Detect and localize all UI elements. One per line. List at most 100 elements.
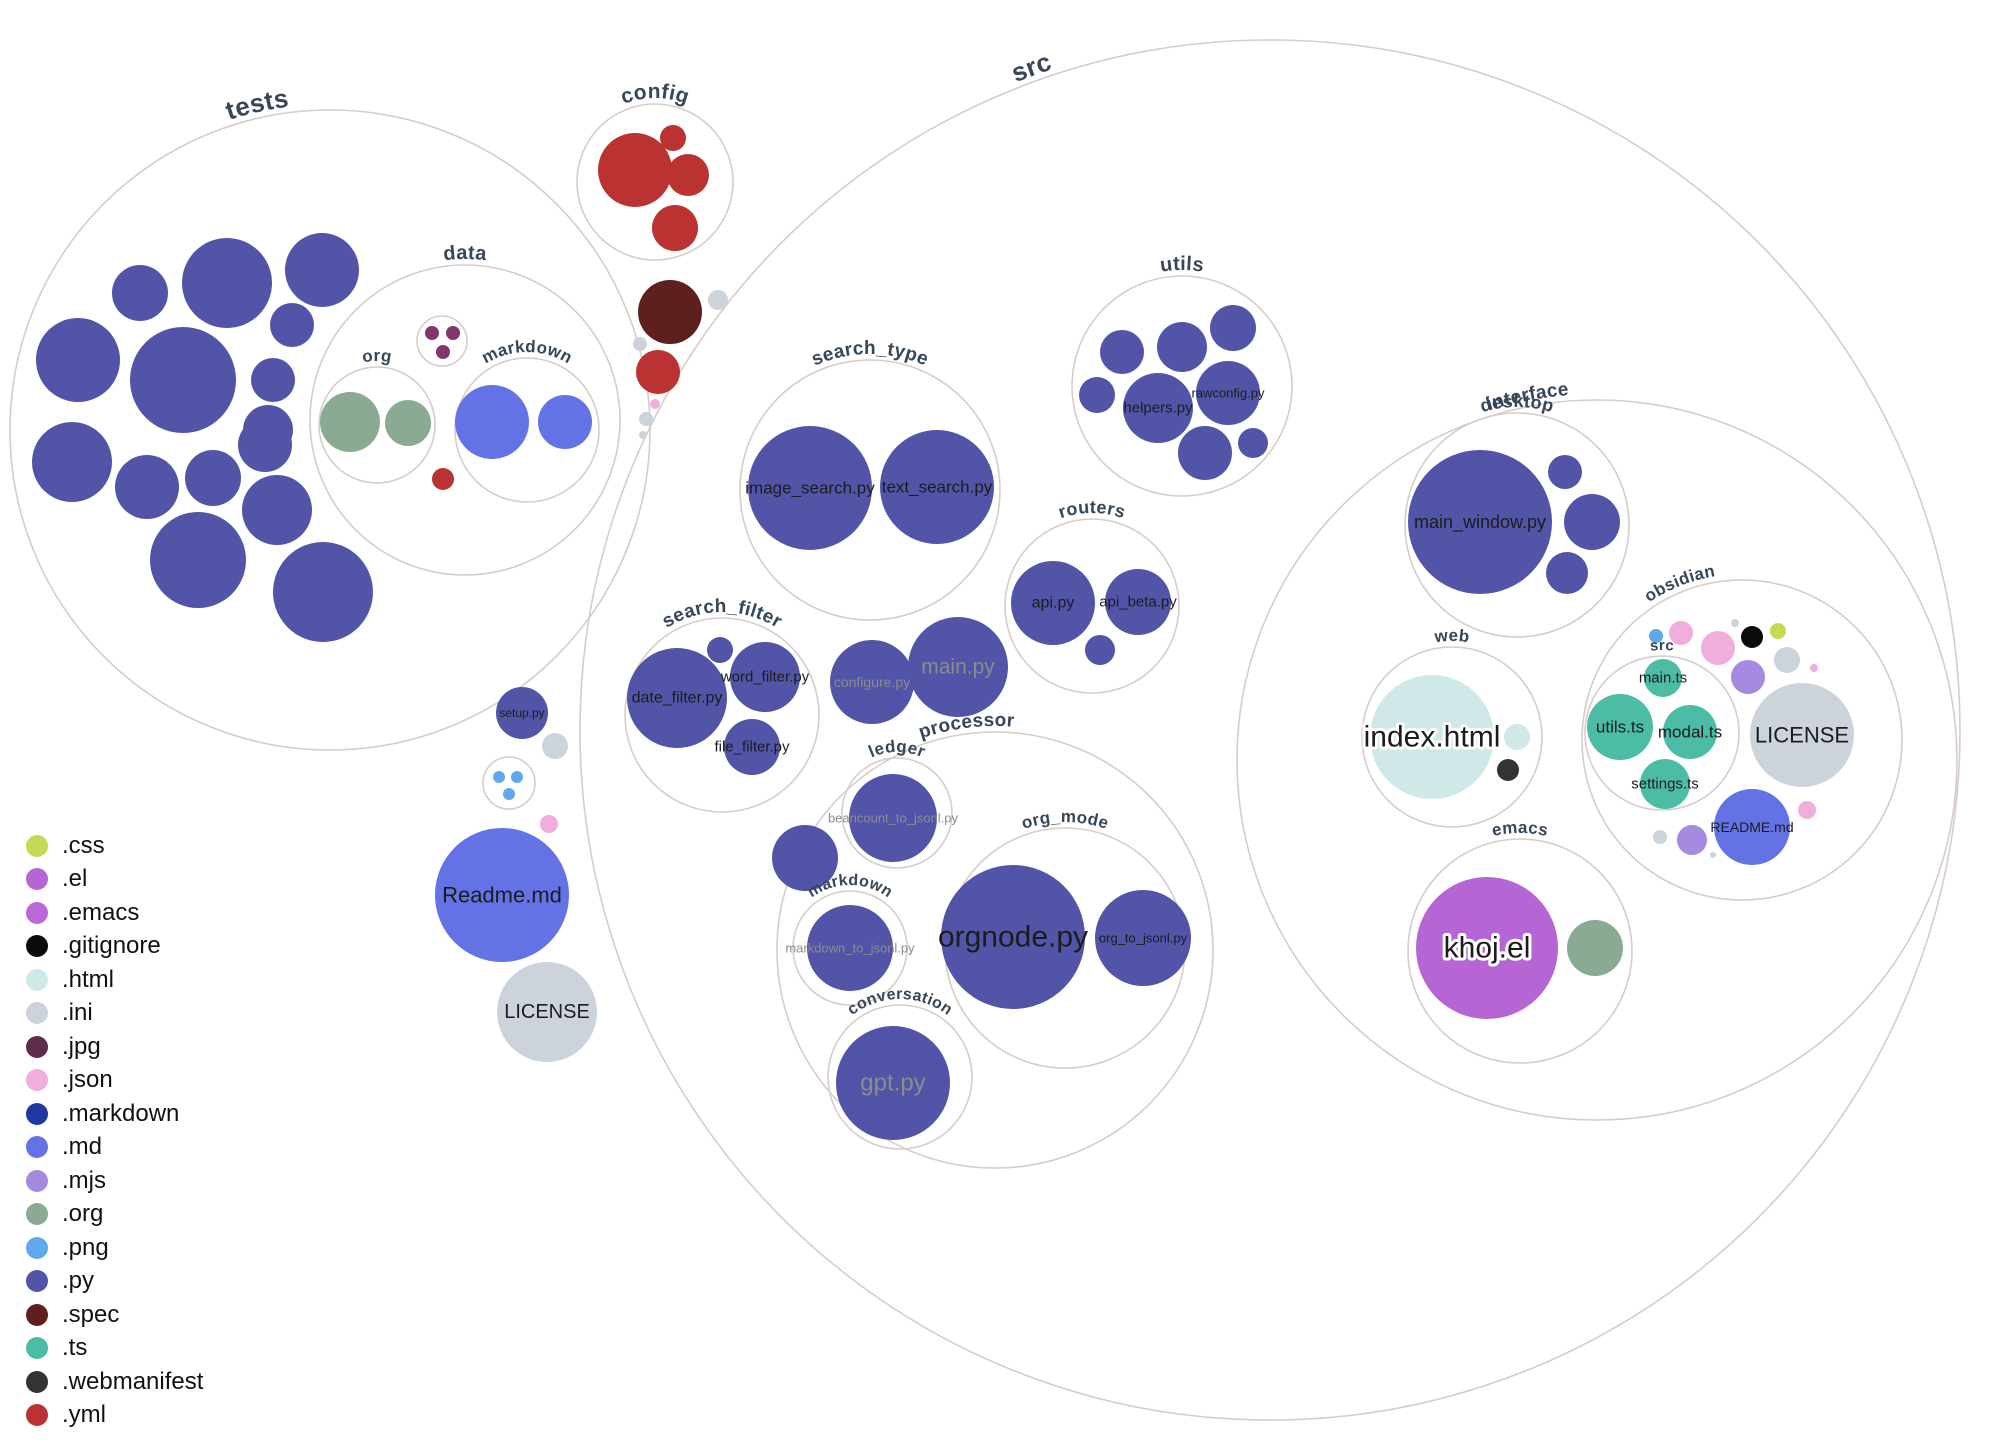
file-circle-yml-file: [432, 468, 454, 490]
file-label-index.html: index.html: [1364, 721, 1501, 754]
file-circle-settings.ts: [1640, 759, 1690, 809]
legend-item-ini: .ini: [26, 997, 203, 1031]
file-circle-ini-file: [542, 733, 568, 759]
file-circle-json-file: [1669, 621, 1693, 645]
file-circle-py-file: [182, 238, 272, 328]
file-circle-ini-file: [633, 337, 647, 351]
file-circle-README.md: [1714, 789, 1790, 865]
file-label-helpers.py: helpers.py: [1123, 400, 1193, 417]
file-label-word_filter.py: word_filter.py: [720, 669, 810, 686]
folder-circle-routers: [1004, 518, 1180, 694]
legend-swatch-md: [26, 1136, 48, 1159]
file-circle-yml-file: [660, 125, 686, 151]
legend-swatch-webmanifest: [26, 1370, 48, 1393]
legend-label-el: .el: [62, 865, 88, 893]
legend-item-org: .org: [26, 1198, 203, 1232]
file-circle-py-file: [1178, 426, 1232, 480]
file-circle-rawconfig.py: [1196, 361, 1260, 425]
file-circle-beancount_to_jsonl.py: [849, 774, 937, 862]
legend-item-yml: .yml: [26, 1399, 203, 1433]
file-circle-png-file: [503, 788, 515, 800]
file-circle-py-file: [242, 475, 312, 545]
legend-item-ts: .ts: [26, 1332, 203, 1366]
folder-label-utils: utils: [1159, 253, 1206, 277]
file-circle-LICENSE: [497, 962, 597, 1062]
folder-circle-config: [576, 103, 734, 261]
file-circle-py-file: [238, 418, 292, 472]
file-label-Readme.md: Readme.md: [442, 883, 562, 908]
file-circle-date_filter.py: [627, 648, 727, 748]
file-circle-py-file: [1238, 428, 1268, 458]
folder-circle-src: [579, 39, 1961, 1421]
file-circle-py-file: [112, 265, 168, 321]
file-circle-py-file: [1548, 455, 1582, 489]
file-circle-py-file: [32, 422, 112, 502]
folder-label-conversation: conversation: [845, 986, 956, 1019]
file-circle-mjs-file: [1677, 825, 1707, 855]
folder-circle-org: [318, 366, 436, 484]
legend-item-json: .json: [26, 1064, 203, 1098]
legend-label-ts: .ts: [62, 1334, 88, 1362]
file-circle-gitignore-file: [1741, 626, 1763, 648]
legend-item-mjs: .mjs: [26, 1164, 203, 1198]
legend: .css .el .emacs .gitignore .html .ini .jpg .jso…: [26, 829, 203, 1432]
file-circle-jpg-file: [446, 326, 460, 340]
legend-label-org: .org: [62, 1200, 104, 1228]
file-circle-LICENSE: [1750, 683, 1854, 787]
legend-item-spec: .spec: [26, 1298, 203, 1332]
file-circle-yml-file: [652, 205, 698, 251]
legend-label-emacs: .emacs: [62, 898, 140, 926]
legend-label-webmanifest: .webmanifest: [62, 1367, 204, 1395]
folder-circle-obsidian: [1581, 579, 1903, 901]
file-circle-py-file: [707, 637, 733, 663]
legend-item-gitignore: .gitignore: [26, 930, 203, 964]
file-label-setup.py: setup.py: [499, 706, 544, 720]
legend-label-ini: .ini: [62, 999, 93, 1027]
file-label-khoj.el: khoj.el: [1444, 932, 1531, 965]
folder-circle-search_type: [739, 359, 1001, 621]
file-circle-spec-file: [638, 280, 702, 344]
legend-label-png: .png: [62, 1233, 109, 1261]
folder-label-search_filter: search_filter: [659, 596, 786, 633]
legend-swatch-gitignore: [26, 935, 48, 958]
legend-item-md: .md: [26, 1131, 203, 1165]
file-circle-png-file: [1649, 629, 1663, 643]
legend-label-yml: .yml: [62, 1401, 106, 1429]
file-circle-json-file: [540, 815, 558, 833]
file-circle-yml-file: [636, 350, 680, 394]
legend-item-emacs: .emacs: [26, 896, 203, 930]
folder-label-org: org: [361, 346, 393, 366]
folder-circle-search_filter: [624, 617, 820, 813]
file-circle-file_filter.py: [724, 719, 780, 775]
legend-label-css: .css: [62, 831, 105, 859]
folder-circle-processor: [776, 731, 1214, 1169]
folder-circle-group: [482, 756, 536, 810]
file-label-utils.ts: utils.ts: [1596, 718, 1644, 737]
file-label-markdown_to_jsonl.py: markdown_to_jsonl.py: [785, 941, 915, 956]
file-circle-json-file: [650, 399, 660, 409]
folder-circles-layer: [9, 39, 1961, 1421]
file-circle-api.py: [1011, 561, 1095, 645]
folder-circle-interface: [1236, 399, 1958, 1121]
legend-label-jpg: .jpg: [62, 1032, 101, 1060]
file-circle-py-file: [285, 233, 359, 307]
folder-circle-utils: [1071, 275, 1293, 497]
file-circle-py-file: [270, 303, 314, 347]
file-label-date_filter.py: date_filter.py: [632, 690, 723, 707]
file-label-api_beta.py: api_beta.py: [1099, 594, 1177, 611]
file-label-README.md: README.md: [1710, 819, 1793, 835]
file-label-org_to_jsonl.py: org_to_jsonl.py: [1099, 931, 1188, 946]
file-circle-jpg-file: [436, 345, 450, 359]
legend-swatch-jpg: [26, 1035, 48, 1058]
file-circle-ini-file: [708, 290, 728, 310]
file-circle-json-file: [1701, 631, 1735, 665]
file-circle-py-file: [273, 542, 373, 642]
file-circle-yml-file: [667, 154, 709, 196]
file-circle-md-file: [538, 395, 592, 449]
file-circle-org-file: [385, 400, 431, 446]
file-circle-json-file: [1810, 664, 1818, 672]
legend-swatch-spec: [26, 1303, 48, 1326]
file-label-modal.ts: modal.ts: [1658, 723, 1722, 742]
file-circle-py-file: [1079, 377, 1115, 413]
folder-circle-src: [1584, 655, 1740, 811]
